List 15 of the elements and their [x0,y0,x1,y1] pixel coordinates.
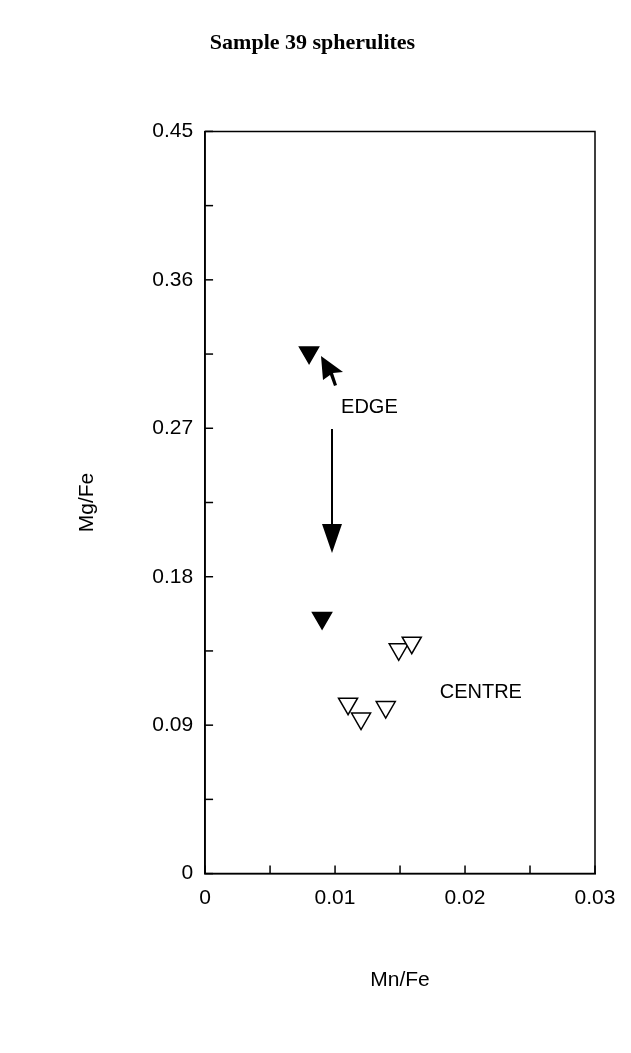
x-tick-label: 0.01 [314,885,356,908]
y-axis-title: Mg/Fe [74,472,98,533]
y-tick-label: 0.09 [152,711,194,735]
x-tick-label: 0 [199,885,211,908]
y-tick-label: 0.36 [152,266,194,290]
y-tick-label: 0.27 [152,415,194,439]
y-tick-label: 0 [181,860,194,884]
annotation: EDGE [341,394,398,417]
y-tick-label: 0.18 [152,563,194,587]
x-axis-title: Mn/Fe [370,967,430,991]
x-tick-label: 0.02 [444,885,486,908]
annotation: CENTRE [439,680,522,703]
chart-title: Sample 39 spherulites [209,28,416,54]
x-tick-label: 0.03 [574,885,616,908]
y-tick-label: 0.45 [152,118,194,142]
